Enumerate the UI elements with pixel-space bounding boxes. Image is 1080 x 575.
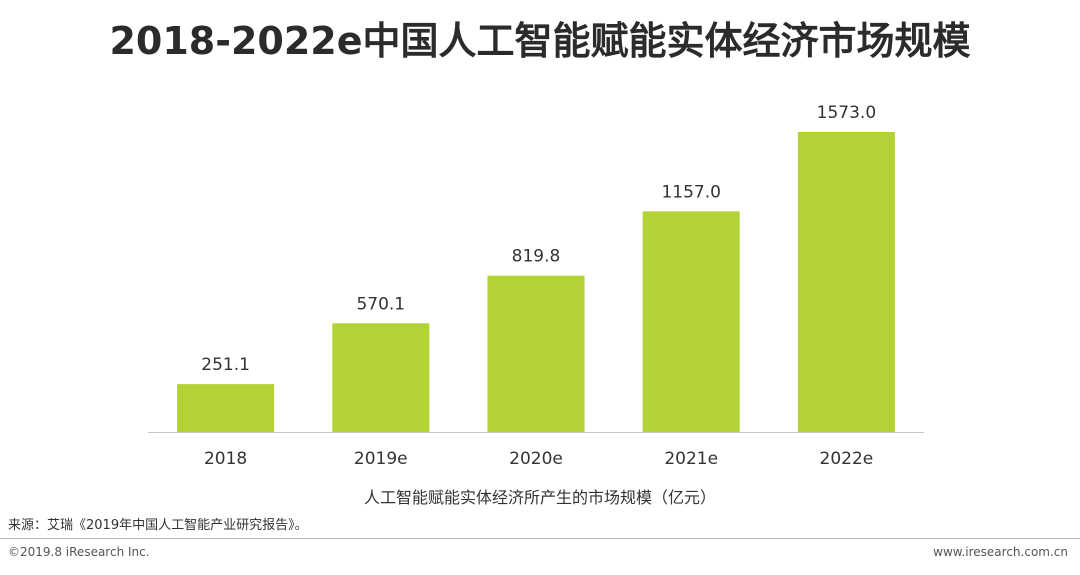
x-tick-label-2019e: 2019e [354,449,408,469]
value-label-2022e: 1573.0 [817,103,876,123]
website-link[interactable]: www.iresearch.com.cn [933,545,1068,559]
bar-chart: 251.1 2018 570.1 2019e 819.8 2020e 1157.0 2021e… [148,103,924,469]
value-label-2019e: 570.1 [356,294,405,314]
x-tick-label-2020e: 2020e [509,449,563,469]
x-tick-label-2021e: 2021e [664,449,718,469]
copyright-text: ©2019.8 iResearch Inc. [8,545,150,559]
value-label-2021e: 1157.0 [661,182,720,202]
legend-label: 人工智能赋能实体经济所产生的市场规模（亿元） [363,488,716,507]
bar-2018 [177,384,275,432]
footer-divider [0,538,1080,539]
x-tick-label-2022e: 2022e [820,449,874,469]
value-label-2018: 251.1 [201,355,250,375]
value-label-2020e: 819.8 [512,247,561,267]
bar-2020e [487,275,585,432]
page-title: 2018-2022e中国人工智能赋能实体经济市场规模 [109,19,971,63]
bar-2022e [797,132,895,432]
x-tick-label-2018: 2018 [204,449,247,469]
bar-2021e [642,211,740,432]
bar-2019e [332,323,430,432]
source-note: 来源：艾瑞《2019年中国人工智能产业研究报告》。 [8,518,308,533]
